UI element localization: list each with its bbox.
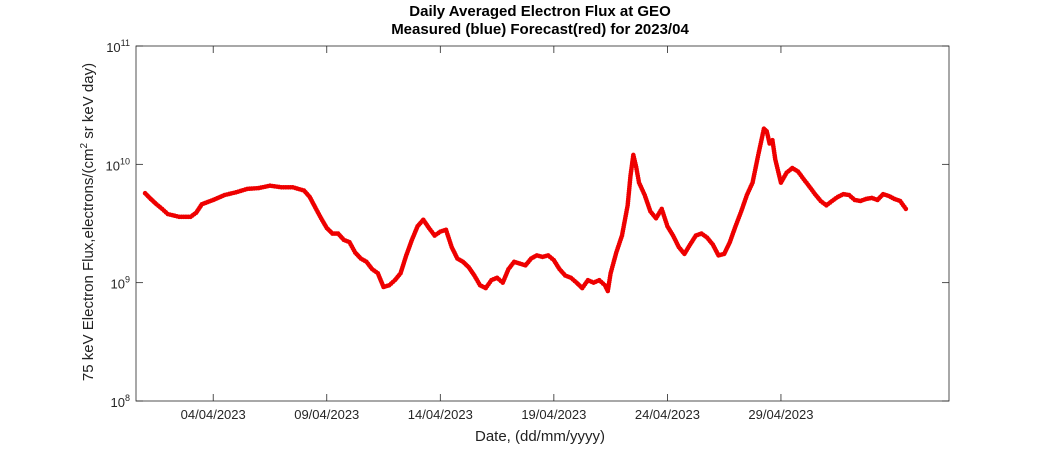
x-tick-label: 19/04/2023 bbox=[521, 407, 586, 422]
y-tick-label: 108 bbox=[111, 393, 130, 410]
x-tick-label: 29/04/2023 bbox=[748, 407, 813, 422]
x-tick-label: 09/04/2023 bbox=[294, 407, 359, 422]
y-axis-label-suffix: sr keV day) bbox=[80, 62, 97, 143]
y-axis-label: 75 keV Electron Flux,electrons/(cm2 sr k… bbox=[79, 63, 97, 381]
y-axis-label-prefix: 75 keV Electron Flux,electrons/(cm bbox=[80, 148, 97, 382]
chart-subtitle: Measured (blue) Forecast(red) for 2023/0… bbox=[391, 21, 689, 38]
y-axis-label-superscript: 2 bbox=[79, 142, 90, 149]
data-point bbox=[903, 206, 909, 212]
y-tick-label: 1010 bbox=[106, 156, 130, 173]
x-tick-label: 14/04/2023 bbox=[408, 407, 473, 422]
x-tick-label: 24/04/2023 bbox=[635, 407, 700, 422]
y-tick-label: 109 bbox=[111, 275, 130, 292]
x-axis-label: Date, (dd/mm/yyyy) bbox=[474, 428, 606, 445]
y-tick-label: 1011 bbox=[106, 38, 130, 55]
chart-title: Daily Averaged Electron Flux at GEO bbox=[409, 3, 671, 20]
plot-frame bbox=[135, 45, 950, 402]
x-tick-label: 04/04/2023 bbox=[181, 407, 246, 422]
